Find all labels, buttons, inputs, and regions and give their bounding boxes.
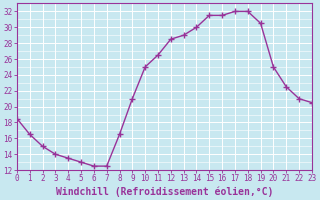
X-axis label: Windchill (Refroidissement éolien,°C): Windchill (Refroidissement éolien,°C) — [56, 186, 273, 197]
